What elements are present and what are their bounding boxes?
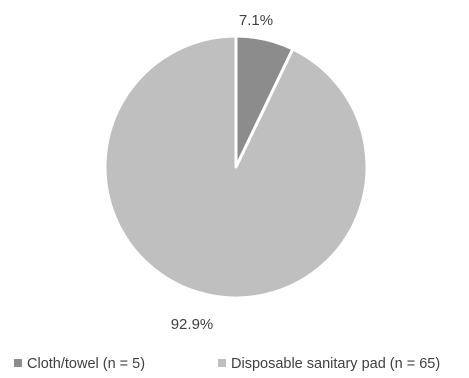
legend: Cloth/towel (n = 5) Disposable sanitary p… [14, 356, 440, 372]
pie-slice-labels: 7.1% 92.9% [171, 12, 273, 333]
pie-slices [103, 34, 369, 300]
pie-slice-1 [103, 34, 369, 300]
legend-label-0: Cloth/towel (n = 5) [27, 356, 145, 372]
slice-label-0: 7.1% [239, 12, 273, 29]
legend-swatch-1 [218, 359, 226, 367]
legend-label-1: Disposable sanitary pad (n = 65) [231, 356, 440, 372]
slice-label-1: 92.9% [171, 316, 214, 333]
legend-swatch-0 [14, 359, 22, 367]
